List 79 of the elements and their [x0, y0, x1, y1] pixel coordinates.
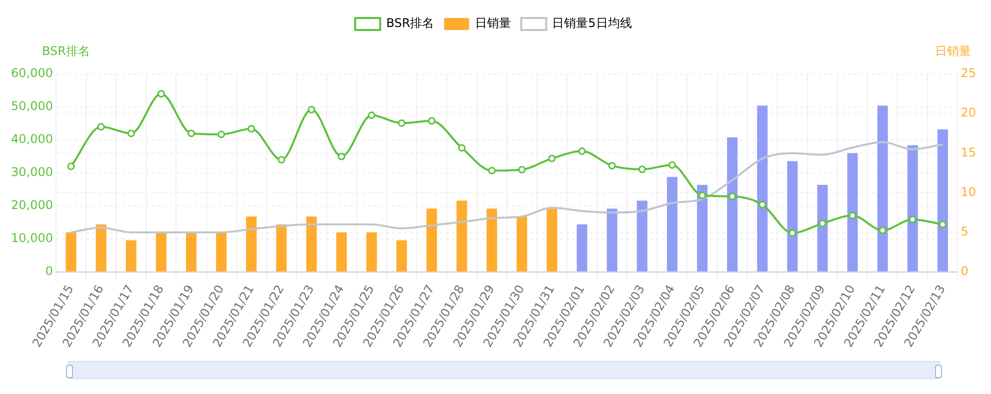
y-axis-title: BSR排名 [42, 44, 90, 58]
point [248, 125, 256, 133]
legend-label: 日销量5日均线 [552, 16, 632, 30]
point [97, 123, 105, 131]
bar [606, 208, 618, 272]
y-tick-label: 40,000 [10, 132, 53, 146]
bar [727, 137, 738, 272]
point [818, 220, 826, 228]
bar [666, 176, 678, 272]
point [338, 152, 346, 160]
bar [937, 129, 948, 272]
point [908, 216, 916, 224]
bar [546, 208, 558, 272]
bar [486, 208, 498, 272]
point [788, 229, 796, 237]
legend-label: BSR排名 [386, 16, 434, 30]
y2-tick-label: 10 [960, 184, 976, 199]
bar [696, 184, 708, 272]
y-tick-label: 50,000 [10, 99, 53, 114]
bar [877, 106, 888, 272]
bar [186, 232, 197, 272]
bar [156, 232, 166, 272]
bar [426, 208, 437, 272]
y2-tick-label: 0 [960, 264, 968, 278]
point [878, 226, 886, 234]
bar [276, 224, 287, 272]
y-tick-label: 10,000 [10, 231, 53, 246]
point [67, 162, 75, 170]
point [848, 212, 856, 220]
y-tick-label: 30,000 [10, 165, 53, 180]
point [127, 130, 135, 138]
bar [787, 161, 798, 272]
point [638, 166, 646, 174]
line-series [70, 141, 944, 234]
point [608, 162, 616, 170]
bar [456, 200, 468, 272]
y2-tick-label: 25 [960, 66, 976, 80]
point [518, 166, 526, 174]
y2-axis-title: 日销量 [935, 44, 971, 58]
point [548, 154, 556, 162]
y2-tick-label: 15 [960, 145, 976, 160]
bar [817, 184, 828, 272]
bar [847, 153, 858, 272]
y-tick-label: 20,000 [10, 198, 53, 212]
point [398, 119, 406, 127]
bar [336, 232, 347, 272]
point [938, 220, 946, 228]
bar [516, 216, 528, 272]
point [668, 161, 676, 169]
bar [66, 232, 76, 272]
bar [907, 145, 918, 272]
bar [757, 106, 768, 272]
bar [306, 216, 317, 272]
bar [96, 224, 106, 272]
bar [396, 240, 407, 272]
point [157, 90, 165, 98]
y2-tick-label: 20 [960, 106, 976, 120]
point [698, 192, 706, 200]
y2-tick-label: 5 [960, 224, 968, 238]
point [278, 156, 286, 164]
point [188, 130, 195, 138]
y-tick-label: 0 [45, 264, 53, 278]
point [218, 130, 226, 138]
bar [216, 232, 227, 272]
bar [366, 232, 377, 272]
point [728, 192, 736, 200]
point [458, 144, 466, 152]
y-tick-label: 60,000 [10, 66, 53, 80]
point [758, 200, 766, 208]
bar [576, 224, 588, 272]
bar [636, 200, 648, 272]
point [368, 111, 376, 119]
bar [246, 216, 257, 272]
point [428, 117, 436, 125]
bar [126, 240, 136, 272]
legend-label: 日销量 [475, 16, 512, 30]
point [308, 106, 316, 114]
point [578, 147, 586, 155]
point [488, 166, 496, 174]
